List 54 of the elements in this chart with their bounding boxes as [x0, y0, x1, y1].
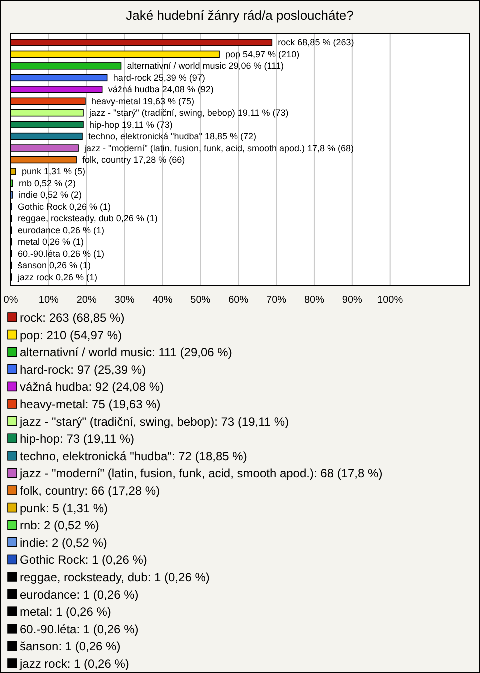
text: punk: 5 (1,31 %)	[20, 501, 108, 516]
data-label: hip-hop 19,11 % (73)	[89, 120, 173, 130]
x-tick-label: 0%	[4, 295, 18, 306]
text: hard-rock: 97 (25,39 %)	[20, 362, 146, 377]
data-label: heavy-metal 19,63 % (75)	[91, 96, 195, 106]
text: 60.-90.léta: 1 (0,26 %)	[20, 622, 139, 636]
text: jazz - "moderní" (latin, fusion, funk, acid, smooth apod.): 68 (17,8 %)	[19, 466, 383, 481]
data-label: 60.-90.léta 0,26 % (1)	[18, 248, 105, 259]
text: rock: 263 (68,85 %)	[20, 311, 125, 325]
x-tick-label: 50%	[190, 295, 211, 306]
x-tick-label: 100%	[378, 295, 404, 306]
x-tick-label: 60%	[228, 295, 249, 306]
text: eurodance: 1 (0,26 %)	[20, 588, 139, 602]
text: vážná hudba: 92 (24,08 %)	[20, 380, 164, 394]
data-label: reggae, rocksteady, dub 0,26 % (1)	[18, 214, 158, 224]
data-label: indie 0,52 % (2)	[18, 190, 82, 200]
x-tick-label: 20%	[76, 295, 97, 306]
data-label: Gothic Rock 0,26 % (1)	[18, 202, 112, 212]
text: alternativní / world music: 111 (29,06 %)	[20, 346, 232, 360]
text: šanson: 1 (0,26 %)	[20, 640, 121, 654]
data-label: metal 0,26 % (1)	[18, 237, 84, 248]
data-label: folk, country 17,28 % (66)	[82, 155, 186, 165]
chart-title: Jaké hudební žánry rád/a posloucháte?	[126, 8, 354, 23]
data-label: vážná hudba 24,08 % (92)	[108, 84, 214, 95]
data-label: hard-rock 25,39 % (97)	[113, 72, 206, 83]
data-label: šanson 0,26 % (1)	[18, 260, 92, 271]
x-tick-label: 70%	[266, 295, 287, 306]
x-tick-label: 30%	[114, 295, 135, 306]
text: rnb: 2 (0,52 %)	[20, 518, 100, 533]
text: Gothic Rock: 1 (0,26 %)	[20, 553, 148, 568]
text: techno, elektronická "hudba": 72 (18,85 %)	[20, 449, 248, 464]
text: pop: 210 (54,97 %)	[20, 328, 122, 342]
data-label: eurodance 0,26 % (1)	[18, 225, 105, 236]
data-label: jazz rock 0,26 % (1)	[16, 272, 98, 282]
data-label: rock 68,85 % (263)	[278, 38, 354, 48]
data-label: techno, elektronická "hudba" 18,85 % (72)	[88, 132, 257, 142]
x-tick-label: 10%	[38, 295, 60, 306]
data-label: punk 1,31 % (5)	[22, 166, 86, 177]
data-label: pop 54,97 % (210)	[226, 49, 300, 60]
x-tick-label: 80%	[304, 295, 325, 306]
data-label: rnb 0,52 % (2)	[18, 178, 76, 188]
x-tick-label: 40%	[152, 295, 173, 306]
text: reggae, rocksteady, dub: 1 (0,26 %)	[20, 570, 210, 584]
x-tick-label: 90%	[342, 295, 363, 306]
data-label: jazz - "starý" (tradiční, swing, bebop) 19,11 % (73)	[88, 108, 289, 118]
text: folk, country: 66 (17,28 %)	[20, 484, 160, 498]
text: jazz - "starý" (tradiční, swing, bebop): 73 (19,11 %)	[19, 414, 290, 429]
text: hip-hop: 73 (19,11 %)	[20, 432, 135, 446]
text: metal: 1 (0,26 %)	[20, 605, 112, 620]
data-label: alternativní / world music 29,06 % (111)	[127, 61, 284, 72]
text: indie: 2 (0,52 %)	[20, 536, 108, 550]
text: jazz rock: 1 (0,26 %)	[19, 657, 130, 671]
data-label: jazz - "moderní" (latin, fusion, funk, acid, smooth apod.) 17,8 % (68)	[84, 143, 354, 154]
text: heavy-metal: 75 (19,63 %)	[20, 398, 161, 412]
